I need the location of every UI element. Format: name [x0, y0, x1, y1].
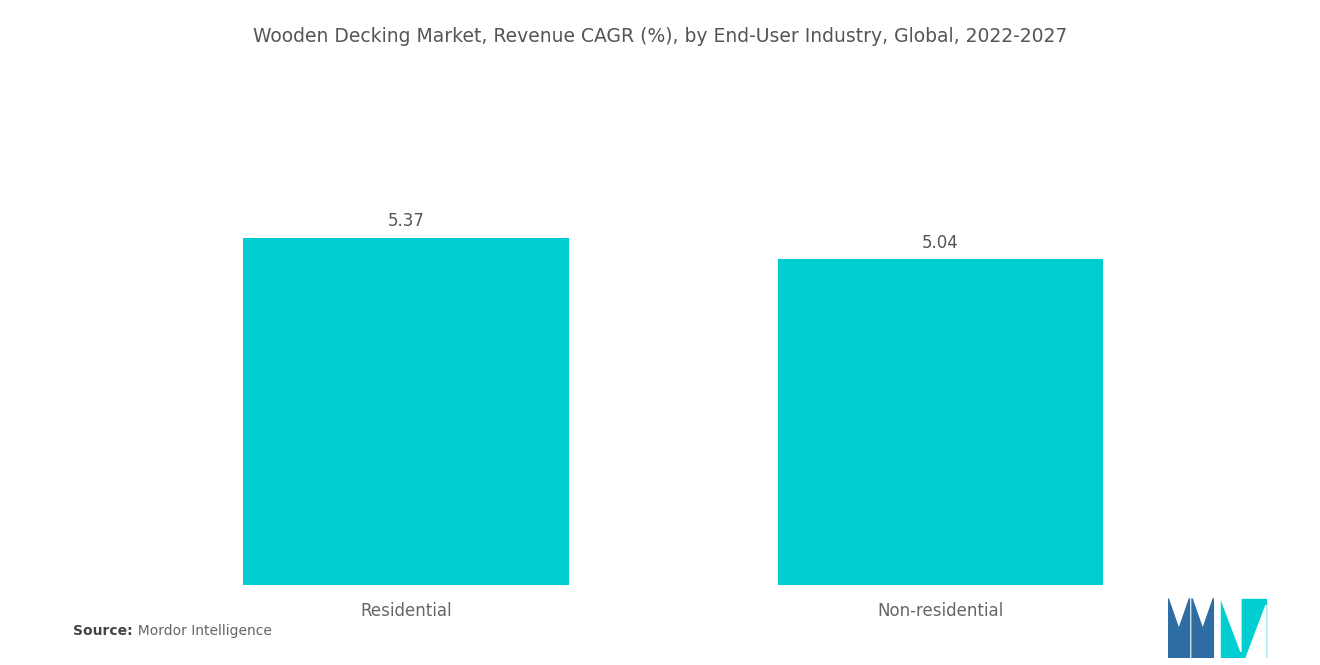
Polygon shape [1168, 598, 1189, 658]
Bar [243, 238, 569, 585]
Polygon shape [1221, 598, 1266, 658]
Text: Wooden Decking Market, Revenue CAGR (%), by End-User Industry, Global, 2022-2027: Wooden Decking Market, Revenue CAGR (%),… [253, 27, 1067, 46]
Text: 5.37: 5.37 [388, 212, 425, 230]
Polygon shape [1246, 605, 1266, 658]
Text: Mordor Intelligence: Mordor Intelligence [129, 624, 272, 638]
Text: Source:: Source: [73, 624, 132, 638]
Bar [777, 259, 1104, 585]
Text: 5.04: 5.04 [921, 233, 958, 251]
Polygon shape [1192, 598, 1213, 658]
Polygon shape [1221, 598, 1241, 652]
